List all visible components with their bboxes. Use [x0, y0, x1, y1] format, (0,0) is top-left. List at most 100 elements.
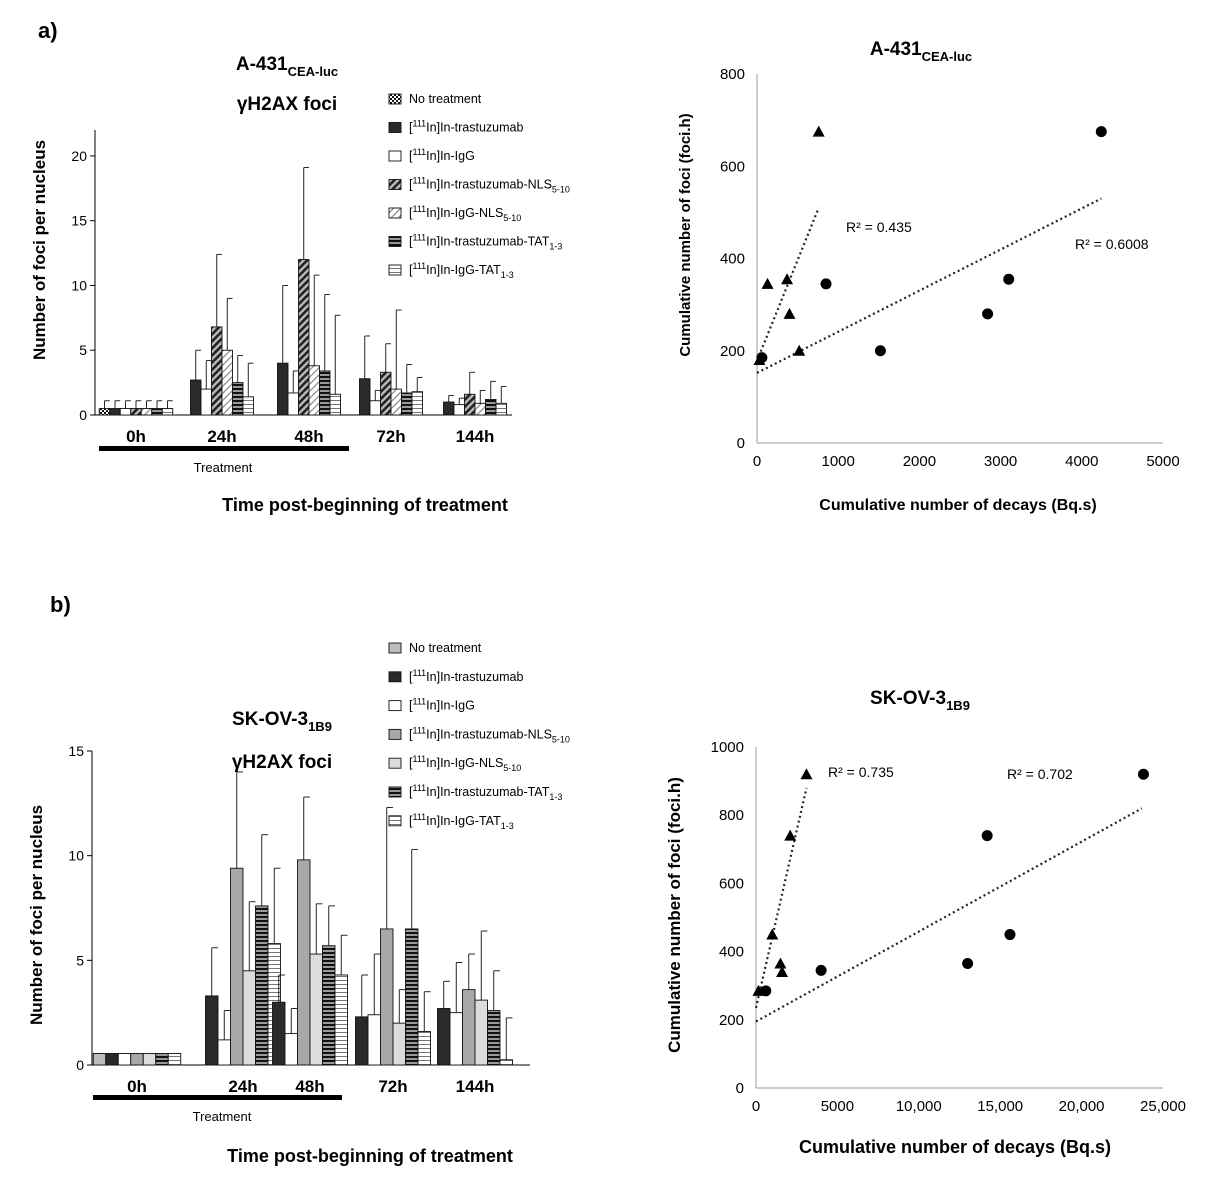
- x-tick-label: 4000: [1065, 453, 1098, 470]
- x-tick-label: 1000: [822, 453, 855, 470]
- bar: [211, 326, 223, 416]
- x-tick-label: 24h: [228, 1077, 257, 1096]
- scatter-b-r2-triangles: R² = 0.735: [828, 764, 894, 780]
- triangle-point: [766, 928, 779, 940]
- x-tick-label: 0: [753, 453, 761, 470]
- legend-swatch: [388, 671, 402, 683]
- bar-a-axes: 0 5 10 15 20 0h 24h 48h 72h 144h: [71, 130, 512, 446]
- bar: [369, 400, 381, 416]
- legend-swatch: [388, 815, 402, 827]
- bar: [151, 408, 163, 416]
- circle-point: [1004, 929, 1016, 941]
- legend-entry: [111In]In-trastuzumab-TAT1-3: [409, 783, 562, 802]
- y-tick-label: 800: [720, 66, 745, 83]
- bar: [462, 989, 476, 1066]
- scatter-a-title: A-431CEA-luc: [870, 39, 972, 64]
- bar: [487, 1010, 501, 1066]
- scatter-a-marks: [753, 125, 1107, 374]
- triangle-point: [783, 307, 796, 319]
- bar: [142, 1053, 157, 1066]
- bar: [405, 928, 419, 1066]
- y-tick-label: 600: [720, 158, 745, 175]
- bar-b-legend: No treatment [111In]In-trastuzumab [111In]…: [388, 641, 570, 831]
- bar: [272, 1001, 286, 1066]
- x-tick-label: 0: [752, 1098, 760, 1115]
- circle-point: [962, 958, 974, 970]
- legend-entry: [111In]In-IgG-NLS5-10: [409, 204, 521, 223]
- trendline-circles: [755, 807, 1143, 1023]
- scatter-chart-b: SK-OV-31B9 Cumulative number of foci (fo…: [665, 688, 1186, 1157]
- bar: [232, 382, 244, 416]
- bar: [453, 404, 465, 416]
- bar: [92, 1053, 107, 1066]
- bar: [205, 995, 219, 1066]
- bar: [308, 365, 320, 416]
- bar: [190, 379, 202, 416]
- scatter-a-r2-circles: R² = 0.6008: [1075, 236, 1149, 252]
- bar: [242, 396, 254, 416]
- x-tick-label: 24h: [207, 427, 236, 446]
- legend-entry: No treatment: [409, 641, 482, 655]
- scatter-b-title: SK-OV-31B9: [870, 688, 970, 713]
- scatter-b-marks: [752, 768, 1149, 1023]
- legend-entry: [111In]In-trastuzumab-NLS5-10: [409, 725, 570, 744]
- bar: [98, 408, 111, 416]
- y-tick-label: 600: [719, 875, 744, 892]
- bar: [284, 1033, 298, 1066]
- bar: [277, 362, 289, 416]
- bar: [130, 1053, 144, 1066]
- triangle-point: [753, 353, 766, 365]
- x-tick-label: 3000: [984, 453, 1017, 470]
- x-tick-label: 15,000: [977, 1098, 1023, 1115]
- bar-a-xlabel: Time post-beginning of treatment: [222, 495, 508, 515]
- bar: [319, 370, 331, 416]
- bar-a-title: A-431CEA-luc: [236, 54, 338, 79]
- x-tick-label: 0h: [126, 427, 146, 446]
- scatter-b-xlabel: Cumulative number of decays (Bq.s): [799, 1137, 1111, 1157]
- triangle-point: [774, 957, 787, 969]
- bar: [380, 371, 392, 416]
- legend-entry: No treatment: [409, 92, 482, 106]
- legend-swatch: [388, 179, 402, 190]
- bar-b-treatment-label: Treatment: [193, 1109, 252, 1124]
- circle-point: [982, 308, 994, 320]
- bar: [417, 1031, 431, 1066]
- bar-chart-b: SK-OV-31B9 γH2AX foci Number of foci per…: [27, 641, 570, 1166]
- bar: [322, 945, 336, 1066]
- legend-swatch: [388, 700, 402, 712]
- bar: [495, 402, 507, 416]
- bar-a-ylabel: Number of foci per nucleus: [30, 140, 49, 360]
- bar-a-treatment-label: Treatment: [194, 460, 253, 475]
- scatter-b-r2-circles: R² = 0.702: [1007, 766, 1073, 782]
- bar: [334, 974, 348, 1066]
- legend-swatch: [388, 93, 402, 105]
- bar-a-legend: No treatment [111In]In-trastuzumab [111In]…: [388, 92, 570, 280]
- scatter-b-axes: 0 200 400 600 800 1000 0 5000 10,000 15,000 20,000…: [711, 739, 1186, 1115]
- bar: [485, 399, 497, 416]
- scatter-a-ylabel: Cumulative number of foci (foci.h): [677, 113, 694, 356]
- circle-point: [815, 964, 827, 976]
- bar: [401, 392, 413, 416]
- scatter-a-xlabel: Cumulative number of decays (Bq.s): [819, 497, 1096, 514]
- legend-entry: [111In]In-IgG-TAT1-3: [409, 261, 514, 280]
- y-tick-label: 800: [719, 807, 744, 824]
- bar: [355, 1016, 369, 1066]
- bar-b-xlabel: Time post-beginning of treatment: [227, 1146, 513, 1166]
- scatter-a-r2-triangles: R² = 0.435: [846, 219, 912, 235]
- y-tick-label: 10: [68, 848, 84, 864]
- triangle-point: [781, 273, 794, 285]
- legend-entry: [111In]In-trastuzumab-TAT1-3: [409, 233, 562, 252]
- bar-a-marks: [98, 167, 507, 416]
- bar: [437, 1008, 451, 1066]
- bar: [499, 1059, 513, 1066]
- x-tick-label: 144h: [456, 1077, 495, 1096]
- circle-point: [1003, 273, 1015, 285]
- bar: [359, 378, 371, 416]
- bar-a-treatment-bar: [99, 446, 349, 451]
- y-tick-label: 15: [71, 213, 87, 229]
- panel-label-b: b): [50, 592, 71, 617]
- bar: [443, 401, 455, 416]
- circle-point: [1095, 126, 1107, 138]
- bar: [309, 953, 323, 1066]
